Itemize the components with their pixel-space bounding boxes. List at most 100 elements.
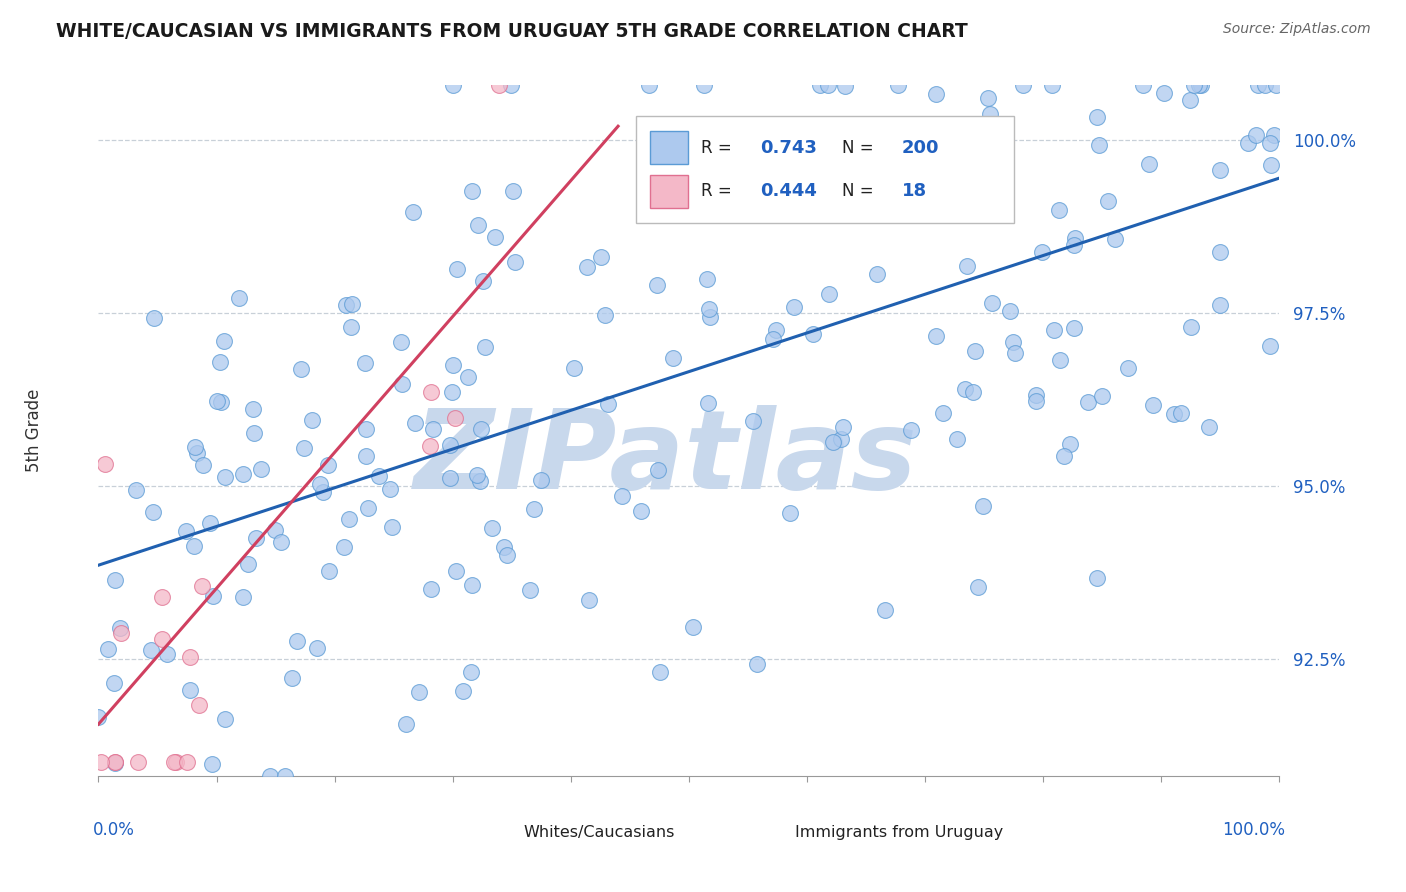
Point	[1260, 158, 1282, 172]
Point	[443, 411, 465, 425]
Point	[245, 531, 267, 545]
Point	[762, 332, 785, 346]
Point	[564, 361, 586, 376]
Point	[232, 467, 254, 481]
Point	[422, 421, 444, 435]
Bar	[477, 821, 512, 843]
Point	[637, 78, 659, 92]
Point	[900, 423, 922, 437]
Point	[1047, 202, 1070, 217]
Point	[444, 564, 467, 578]
Point	[391, 377, 413, 392]
Point	[446, 261, 468, 276]
Point	[821, 130, 844, 145]
Point	[908, 119, 931, 133]
Point	[946, 432, 969, 446]
Point	[367, 468, 389, 483]
Point	[453, 683, 475, 698]
Point	[179, 683, 201, 698]
Point	[887, 78, 910, 92]
Point	[779, 506, 801, 520]
Point	[354, 422, 377, 436]
Point	[1209, 298, 1232, 312]
Point	[419, 582, 441, 597]
Point	[202, 589, 225, 603]
Point	[408, 685, 430, 699]
Point	[1001, 334, 1024, 349]
Point	[186, 446, 208, 460]
Point	[280, 672, 302, 686]
Point	[209, 354, 232, 368]
Point	[127, 755, 149, 769]
Point	[808, 78, 831, 92]
Point	[1188, 78, 1211, 92]
Point	[340, 320, 363, 334]
Point	[1063, 320, 1085, 334]
Point	[1097, 194, 1119, 208]
Text: 100.0%: 100.0%	[1222, 821, 1285, 839]
Point	[1077, 395, 1099, 409]
Point	[1258, 338, 1281, 352]
Point	[378, 482, 401, 496]
Point	[190, 579, 212, 593]
Point	[1025, 388, 1047, 402]
Point	[962, 384, 984, 399]
Point	[163, 755, 186, 769]
Point	[1116, 361, 1139, 376]
Point	[502, 185, 524, 199]
Point	[333, 540, 356, 554]
Point	[1189, 78, 1212, 92]
Point	[1063, 231, 1085, 245]
Point	[318, 564, 340, 578]
Point	[661, 351, 683, 366]
Point	[953, 382, 976, 396]
Point	[165, 755, 187, 769]
Point	[474, 340, 496, 354]
Point	[755, 170, 778, 185]
Point	[443, 78, 465, 92]
Bar	[650, 175, 688, 208]
Text: 0.0%: 0.0%	[93, 821, 135, 839]
Point	[104, 756, 127, 770]
Point	[747, 657, 769, 671]
Point	[441, 384, 464, 399]
Point	[176, 524, 198, 538]
Point	[807, 205, 830, 219]
Point	[519, 582, 541, 597]
Point	[981, 296, 1004, 310]
Point	[467, 467, 489, 482]
Point	[183, 440, 205, 454]
Point	[312, 484, 335, 499]
Text: 18: 18	[901, 182, 927, 200]
Point	[104, 755, 127, 769]
Point	[823, 435, 845, 450]
Point	[1040, 78, 1063, 92]
Point	[1059, 437, 1081, 451]
Point	[589, 250, 612, 264]
Text: WHITE/CAUCASIAN VS IMMIGRANTS FROM URUGUAY 5TH GRADE CORRELATION CHART: WHITE/CAUCASIAN VS IMMIGRANTS FROM URUGU…	[56, 22, 967, 41]
Point	[1104, 232, 1126, 246]
Point	[1049, 353, 1071, 368]
Point	[259, 769, 281, 783]
Point	[1053, 449, 1076, 463]
Point	[419, 439, 441, 453]
Point	[1163, 407, 1185, 421]
Point	[419, 385, 441, 400]
Text: Immigrants from Uruguay: Immigrants from Uruguay	[796, 824, 1004, 839]
Point	[395, 716, 418, 731]
Point	[1180, 320, 1202, 334]
Point	[104, 755, 127, 769]
Bar	[650, 131, 688, 164]
Point	[1085, 571, 1108, 585]
Point	[198, 516, 221, 531]
Point	[931, 406, 953, 420]
Point	[1254, 78, 1277, 92]
Text: N =: N =	[842, 182, 875, 200]
Point	[124, 483, 146, 498]
Point	[630, 504, 652, 518]
Point	[1142, 398, 1164, 412]
Point	[97, 642, 120, 657]
Point	[156, 647, 179, 661]
Point	[697, 302, 720, 317]
Text: R =: R =	[700, 138, 731, 157]
